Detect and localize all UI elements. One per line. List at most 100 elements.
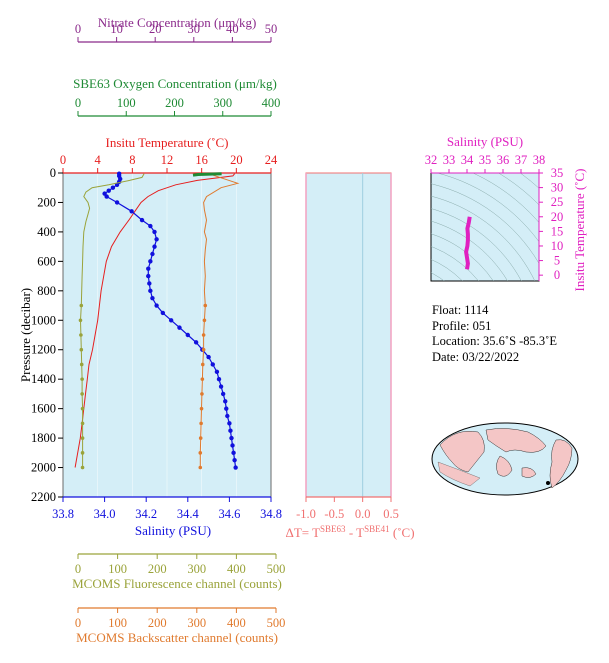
backscatter-axis-tick-label: 100	[108, 616, 127, 630]
oxygen-axis: 0 100 200 300 400	[75, 96, 280, 117]
backscatter-point	[198, 465, 203, 470]
fluorescence-axis-tick-label: 300	[187, 562, 206, 576]
backscatter-point	[201, 347, 206, 352]
salinity-point	[229, 435, 234, 441]
ts-salinity-tick-label: 32	[425, 153, 438, 167]
salinity-point	[129, 209, 134, 214]
float-info-panel: Float: 1114 Profile: 051 Location: 35.6˚…	[432, 303, 557, 365]
delta-t-plot-area	[305, 172, 392, 498]
ts-salinity-tick-label: 37	[515, 153, 528, 167]
fluorescence-axis-tick-label: 500	[267, 562, 286, 576]
pressure-axis-tick-label: 1600	[31, 402, 56, 416]
delta-t-axis-label: ΔT= TSBE63 - TSBE41 (˚C)	[285, 524, 414, 540]
world-map	[431, 422, 579, 496]
salinity-point	[223, 399, 228, 404]
pressure-axis-tick-label: 1000	[31, 313, 56, 327]
salinity-point	[104, 194, 109, 199]
backscatter-axis: 0 100 200 300 400 500	[75, 607, 286, 630]
ts-temperature-tick-label: 25	[551, 195, 564, 209]
oxygen-axis-tick-label: 100	[117, 96, 136, 110]
salinity-point	[216, 376, 222, 382]
temperature-axis-tick-label: 8	[129, 153, 135, 167]
nitrate-axis-label: Nitrate Concentration (μm/kg)	[98, 15, 257, 30]
ts-temperature-tick-label: 20	[551, 210, 564, 224]
temperature-profile-line	[74, 173, 235, 468]
pressure-axis-tick-label: 1200	[31, 343, 56, 357]
salinity-axis-tick-label: 34.8	[260, 507, 282, 521]
salinity-point	[148, 288, 153, 294]
fluorescence-point	[79, 347, 84, 352]
fluorescence-axis-label: MCOMS Fluorescence channel (counts)	[72, 576, 282, 591]
fluorescence-point	[79, 303, 84, 308]
salinity-point	[225, 413, 230, 419]
nitrate-axis-tick-label: 40	[226, 22, 239, 36]
salinity-point	[218, 384, 224, 389]
backscatter-point	[198, 451, 203, 455]
pressure-axis-tick-label: 1400	[31, 372, 56, 386]
salinity-point	[210, 362, 215, 367]
fluorescence-profile-line	[79, 173, 145, 468]
delta-t-axis-tick-label: 0.0	[355, 507, 371, 521]
salinity-point	[206, 354, 211, 360]
fluorescence-point	[78, 318, 83, 323]
pressure-axis-tick-label: 2000	[31, 461, 56, 475]
salinity-point	[220, 391, 226, 397]
oxygen-axis-tick-label: 200	[165, 96, 184, 110]
backscatter-axis-tick-label: 500	[267, 616, 286, 630]
ts-temperature-tick-label: 10	[551, 239, 564, 253]
pressure-axis-tick-label: 2200	[31, 490, 56, 504]
delta-t-axis-tick-label: -1.0	[296, 507, 316, 521]
temperature-axis-tick-label: 0	[60, 153, 66, 167]
salinity-point	[110, 185, 116, 190]
salinity-point	[139, 217, 145, 223]
fluorescence-point	[80, 436, 85, 440]
profile-series	[74, 171, 240, 470]
ts-temperature-tick-label: 5	[554, 254, 560, 268]
backscatter-point	[203, 303, 208, 308]
fluorescence-axis-tick-label: 200	[148, 562, 167, 576]
backscatter-point	[198, 436, 203, 440]
delta-t-axis-tick-label: -0.5	[324, 507, 344, 521]
ts-salinity-axis-label: Salinity (PSU)	[447, 134, 523, 149]
fluorescence-point	[80, 465, 85, 470]
pressure-axis-tick-label: 1800	[31, 431, 56, 445]
salinity-point	[148, 223, 153, 229]
salinity-point	[114, 200, 120, 205]
backscatter-point	[200, 362, 205, 367]
main-grid	[62, 173, 272, 497]
backscatter-point	[200, 392, 204, 396]
float-id: Float: 1114	[432, 303, 489, 317]
backscatter-axis-label: MCOMS Backscatter channel (counts)	[76, 630, 278, 645]
temperature-axis-tick-label: 4	[95, 153, 102, 167]
pressure-axis-tick-label: 200	[37, 195, 56, 209]
delta-t-label-sup2: SBE41	[364, 524, 390, 534]
oxygen-profile-line	[192, 172, 222, 177]
backscatter-point	[199, 421, 203, 426]
ts-diagram	[431, 173, 539, 281]
ts-salinity-tick-label: 38	[533, 153, 546, 167]
ts-temperature-tick-label: 15	[551, 224, 564, 238]
fluorescence-axis: 0 100 200 300 400 500	[75, 553, 286, 576]
pressure-axis-label: Pressure (decibar)	[18, 288, 33, 382]
temperature-axis-label: Insitu Temperature (˚C)	[105, 135, 228, 150]
salinity-axis-label: Salinity (PSU)	[135, 523, 211, 538]
salinity-point	[106, 188, 111, 193]
oxygen-axis-tick-label: 0	[75, 96, 81, 110]
salinity-point	[193, 340, 199, 345]
salinity-point	[150, 295, 155, 301]
fluorescence-point	[79, 333, 83, 337]
salinity-point	[150, 251, 155, 257]
fluorescence-point	[80, 421, 85, 426]
backscatter-point	[202, 318, 207, 323]
backscatter-point	[201, 333, 206, 337]
salinity-axis-tick-label: 34.2	[135, 507, 157, 521]
fluorescence-point	[80, 451, 85, 455]
pressure-axis-tick-label: 600	[37, 254, 56, 268]
salinity-axis-tick-label: 34.0	[94, 507, 116, 521]
salinity-axis-tick-label: 34.6	[218, 507, 240, 521]
ts-temperature-axis-label: Insitu Temperature (˚C)	[572, 168, 587, 291]
oxygen-axis-tick-label: 300	[213, 96, 232, 110]
salinity-point	[148, 259, 153, 264]
